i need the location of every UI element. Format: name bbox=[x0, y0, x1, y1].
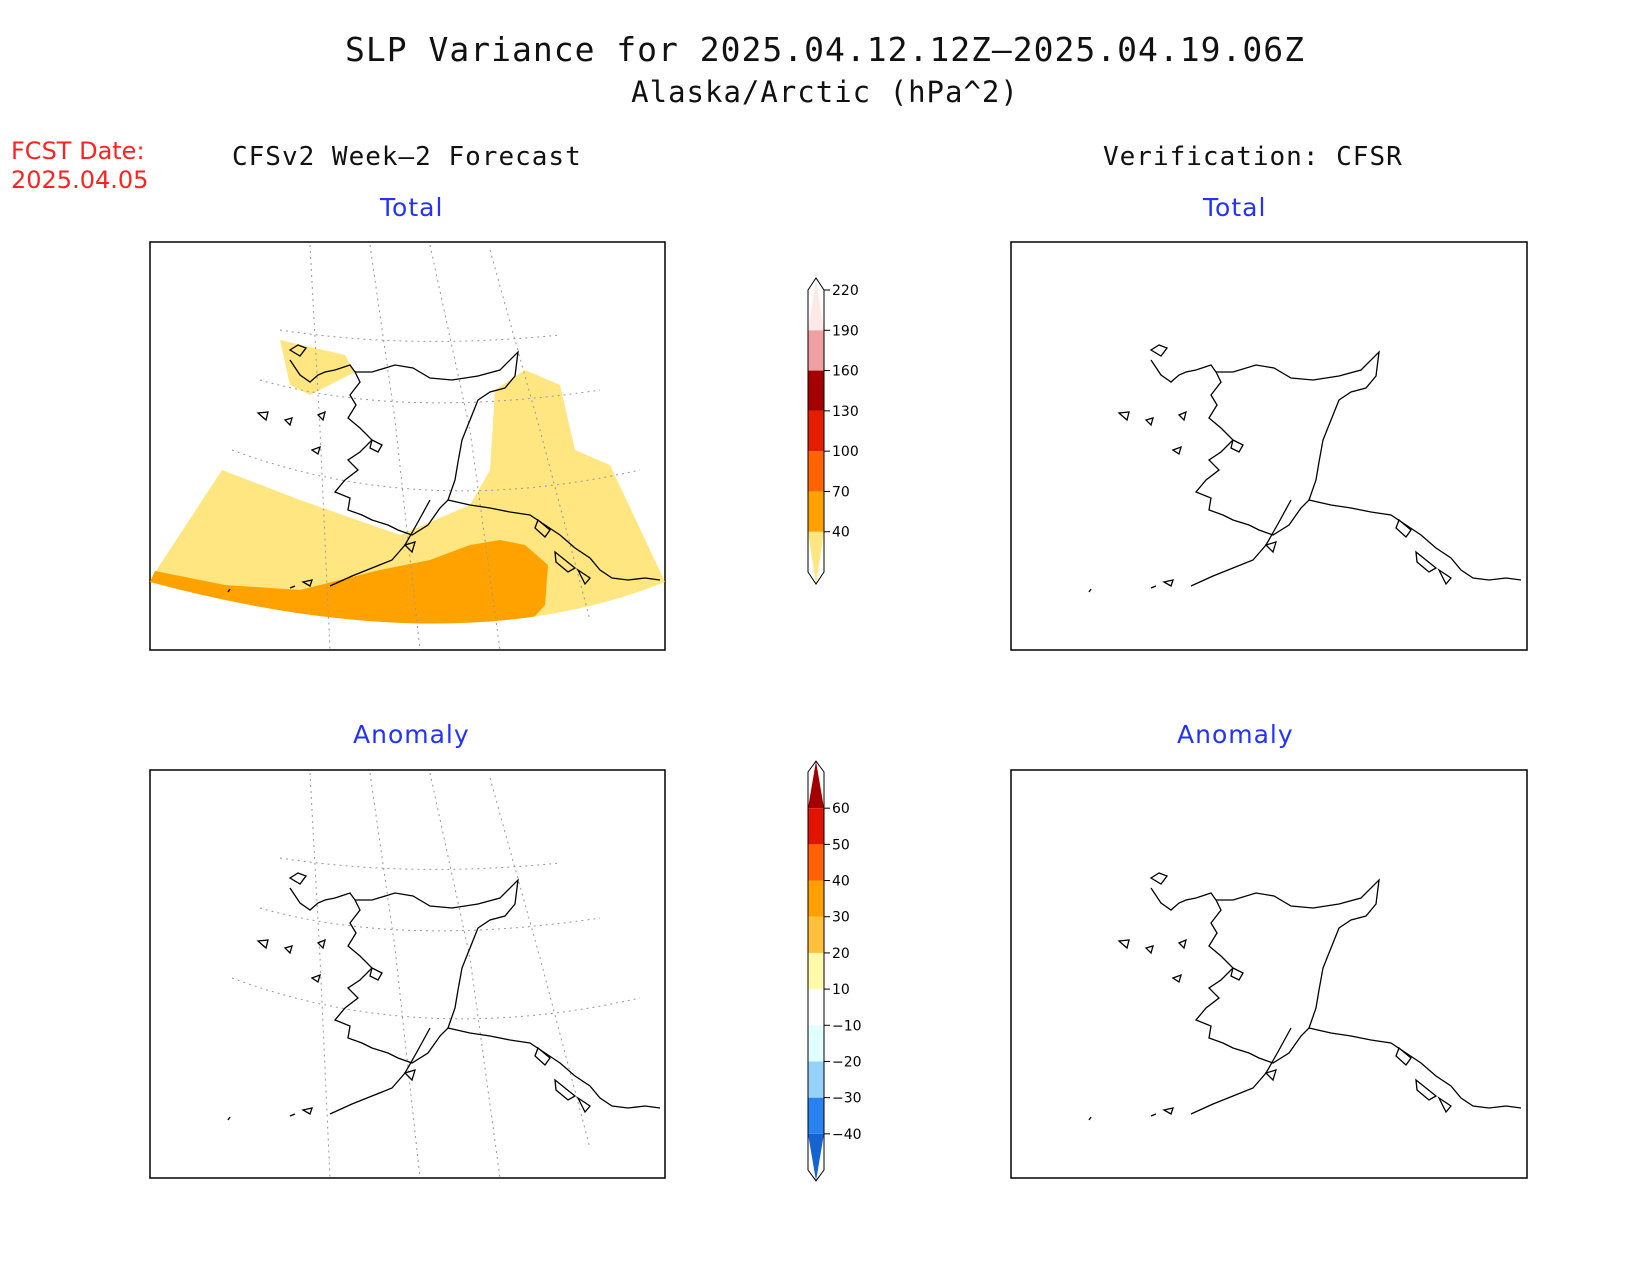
colorbar-total-tick-label: 100 bbox=[832, 444, 859, 460]
colorbar-total-swatch bbox=[808, 491, 824, 532]
main-subtitle: Alaska/Arctic (hPa^2) bbox=[631, 75, 1019, 109]
colorbar-anomaly-tick-label: −20 bbox=[832, 1054, 862, 1070]
colorbar-anomaly-tick-label: 20 bbox=[832, 946, 850, 962]
fcst-date-block: FCST Date: 2025.04.05 bbox=[11, 137, 148, 195]
colorbar-total-swatch bbox=[808, 531, 824, 585]
colorbar-anomaly-swatch bbox=[808, 1025, 824, 1062]
colorbar-total-tick-label: 220 bbox=[832, 283, 859, 299]
colorbar-total-tick-label: 190 bbox=[832, 323, 859, 339]
fcst-date-value: 2025.04.05 bbox=[11, 166, 149, 194]
panel-title-verification-anomaly: Anomaly bbox=[1177, 720, 1294, 749]
colorbar-anomaly-tick-label: 30 bbox=[832, 910, 850, 926]
colorbar-total-swatch bbox=[808, 451, 824, 492]
colorbar-anomaly-swatch bbox=[808, 989, 824, 1026]
main-title: SLP Variance for 2025.04.12.12Z–2025.04.… bbox=[345, 30, 1305, 69]
colorbar-total-swatch bbox=[808, 370, 824, 411]
colorbar-anomaly-tick-label: 60 bbox=[832, 801, 850, 817]
map-frame-verification-anomaly bbox=[1010, 769, 1528, 1179]
colorbar-total-tick-label: 160 bbox=[832, 364, 859, 380]
colorbar-total-swatch bbox=[808, 410, 824, 452]
colorbar-anomaly-tick-label: −40 bbox=[832, 1127, 862, 1143]
verification-column-title: Verification: CFSR bbox=[1103, 142, 1403, 172]
map-forecast-total bbox=[150, 244, 665, 650]
colorbar-anomaly-swatch bbox=[808, 808, 824, 845]
colorbar-anomaly-tick-label: 10 bbox=[832, 982, 850, 998]
colorbar-anomaly-swatch bbox=[808, 952, 824, 990]
colorbar-total-tick-label: 130 bbox=[832, 404, 859, 420]
map-frame-verification-total bbox=[1010, 241, 1528, 651]
colorbar-anomaly-swatch bbox=[808, 761, 824, 809]
colorbar-total-swatch bbox=[808, 330, 824, 371]
panel-title-forecast-total: Total bbox=[380, 193, 444, 222]
colorbar-anomaly-swatch bbox=[808, 1061, 824, 1098]
colorbar-anomaly-tick-label: −10 bbox=[832, 1018, 862, 1034]
panel-title-forecast-anomaly: Anomaly bbox=[353, 720, 470, 749]
colorbar-anomaly-swatch bbox=[808, 880, 824, 917]
panel-title-verification-total: Total bbox=[1203, 193, 1267, 222]
colorbar-anomaly: −40 −30 −20 −10 10 20 30 40 50 60 bbox=[807, 760, 862, 1182]
colorbar-anomaly-swatch bbox=[808, 916, 824, 953]
colorbar-total-swatch bbox=[808, 277, 824, 331]
colorbar-total-tick-label: 70 bbox=[832, 484, 850, 500]
colorbar-anomaly-swatch bbox=[808, 1097, 824, 1134]
colorbar-anomaly-swatch bbox=[808, 1133, 824, 1181]
forecast-column-title: CFSv2 Week–2 Forecast bbox=[232, 142, 582, 172]
fcst-date-label: FCST Date: bbox=[11, 137, 145, 165]
map-frame-forecast-anomaly bbox=[149, 769, 666, 1179]
colorbar-anomaly-swatch bbox=[808, 844, 824, 881]
colorbar-anomaly-tick-label: 40 bbox=[832, 874, 850, 890]
colorbar-total-tick-label: 40 bbox=[832, 525, 850, 541]
colorbar-anomaly-tick-label: 50 bbox=[832, 837, 850, 853]
colorbar-anomaly-tick-label: −30 bbox=[832, 1091, 862, 1107]
colorbar-anomaly-outline bbox=[807, 760, 825, 1182]
colorbar-total: 40 70 100 130 160 190 220 bbox=[807, 277, 859, 585]
